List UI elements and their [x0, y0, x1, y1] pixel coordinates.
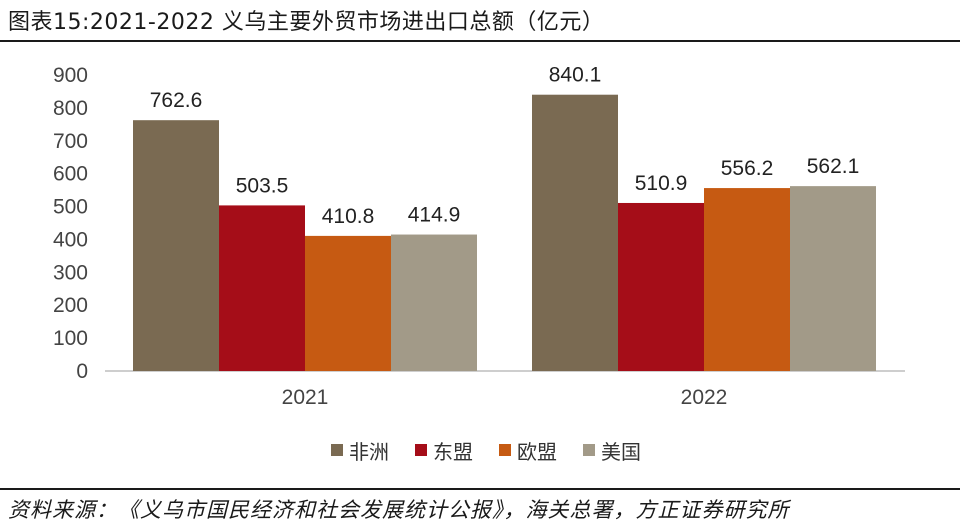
- bar-非洲-2021: [133, 120, 219, 371]
- y-tick-label: 300: [53, 261, 88, 284]
- data-label: 410.8: [322, 205, 375, 228]
- data-label: 510.9: [635, 172, 688, 195]
- x-tick-label: 2021: [282, 386, 329, 409]
- y-tick-label: 400: [53, 228, 88, 251]
- y-tick-label: 0: [76, 360, 88, 383]
- legend-swatch: [499, 444, 511, 456]
- legend-label: 东盟: [433, 439, 473, 464]
- y-tick-label: 900: [53, 64, 88, 87]
- data-label: 762.6: [150, 89, 203, 112]
- data-label: 414.9: [408, 204, 461, 227]
- y-tick-label: 200: [53, 294, 88, 317]
- bar-东盟-2021: [219, 205, 305, 371]
- legend-swatch: [583, 444, 595, 456]
- data-label: 562.1: [807, 155, 860, 178]
- source-divider: [0, 488, 960, 490]
- legend-item: 非洲: [331, 434, 389, 466]
- y-tick-label: 600: [53, 163, 88, 186]
- data-label: 503.5: [236, 174, 289, 197]
- y-tick-label: 100: [53, 327, 88, 350]
- data-label: 556.2: [721, 157, 774, 180]
- y-tick-label: 700: [53, 130, 88, 153]
- figure-title: 图表15:2021-2022 义乌主要外贸市场进出口总额（亿元）: [8, 10, 605, 35]
- bar-chart: 0 100 200 300 400 500 600 700 800 900 762.6 840.1 50…: [53, 64, 905, 409]
- bar-东盟-2022: [618, 202, 704, 371]
- y-tick-label: 500: [53, 196, 88, 219]
- y-tick-label: 800: [53, 97, 88, 120]
- legend-item: 美国: [583, 434, 641, 466]
- chart-legend: 非洲 东盟 欧盟 美国: [0, 434, 960, 466]
- legend-swatch: [331, 444, 343, 456]
- bar-非洲-2022: [532, 94, 618, 371]
- legend-item: 欧盟: [499, 434, 557, 466]
- x-tick-label: 2022: [681, 386, 728, 409]
- bar-美国-2022: [790, 186, 876, 371]
- title-divider: [0, 40, 960, 42]
- legend-label: 非洲: [349, 439, 389, 464]
- bar-欧盟-2022: [704, 188, 790, 371]
- source-note: 资料来源：《义乌市国民经济和社会发展统计公报》，海关总署，方正证券研究所: [8, 498, 790, 522]
- data-label: 840.1: [549, 64, 602, 87]
- legend-label: 欧盟: [517, 439, 557, 464]
- bar-欧盟-2021: [305, 235, 391, 371]
- legend-label: 美国: [601, 439, 641, 464]
- legend-item: 东盟: [415, 434, 473, 466]
- bar-美国-2021: [391, 234, 477, 371]
- legend-swatch: [415, 444, 427, 456]
